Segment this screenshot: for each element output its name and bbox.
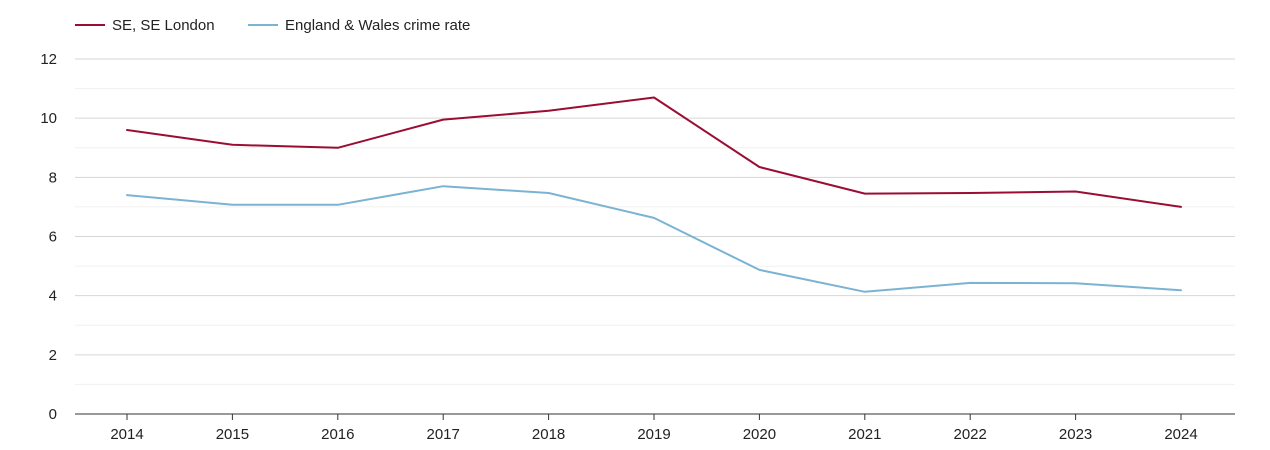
x-tick-label: 2015	[216, 426, 249, 443]
x-tick-label: 2022	[954, 426, 987, 443]
legend-item-se-london[interactable]: SE, SE London	[75, 17, 215, 34]
y-tick-label: 0	[49, 406, 57, 423]
legend-label-england-wales: England & Wales crime rate	[285, 17, 470, 34]
x-tick-label: 2014	[110, 426, 143, 443]
series-lines	[126, 96, 1182, 293]
gridlines	[75, 58, 1235, 385]
x-tick-label: 2018	[532, 426, 565, 443]
legend-item-england-wales[interactable]: England & Wales crime rate	[248, 17, 470, 34]
y-tick-label: 10	[40, 110, 57, 127]
x-tick-label: 2021	[848, 426, 881, 443]
x-tick-label: 2024	[1164, 426, 1197, 443]
x-tick-label: 2023	[1059, 426, 1092, 443]
legend-label-se-london: SE, SE London	[112, 17, 215, 34]
series-line-se-london[interactable]	[126, 96, 1182, 208]
y-tick-label: 12	[40, 51, 57, 68]
x-tick-label: 2016	[321, 426, 354, 443]
y-tick-label: 4	[49, 288, 57, 305]
x-tick-label: 2019	[637, 426, 670, 443]
x-tick-label: 2020	[743, 426, 776, 443]
series-line-england-wales[interactable]	[126, 185, 1182, 293]
y-tick-label: 2	[49, 347, 57, 364]
x-axis: 2014 2015 2016 2017 2018 2019 2020 2021 2022 2023…	[75, 413, 1235, 443]
y-tick-label: 8	[49, 169, 57, 186]
legend: SE, SE London England & Wales crime rate	[75, 17, 470, 34]
y-axis: 0 2 4 6 8 10 12	[40, 51, 57, 423]
y-tick-label: 6	[49, 229, 57, 246]
x-tick-label: 2017	[427, 426, 460, 443]
